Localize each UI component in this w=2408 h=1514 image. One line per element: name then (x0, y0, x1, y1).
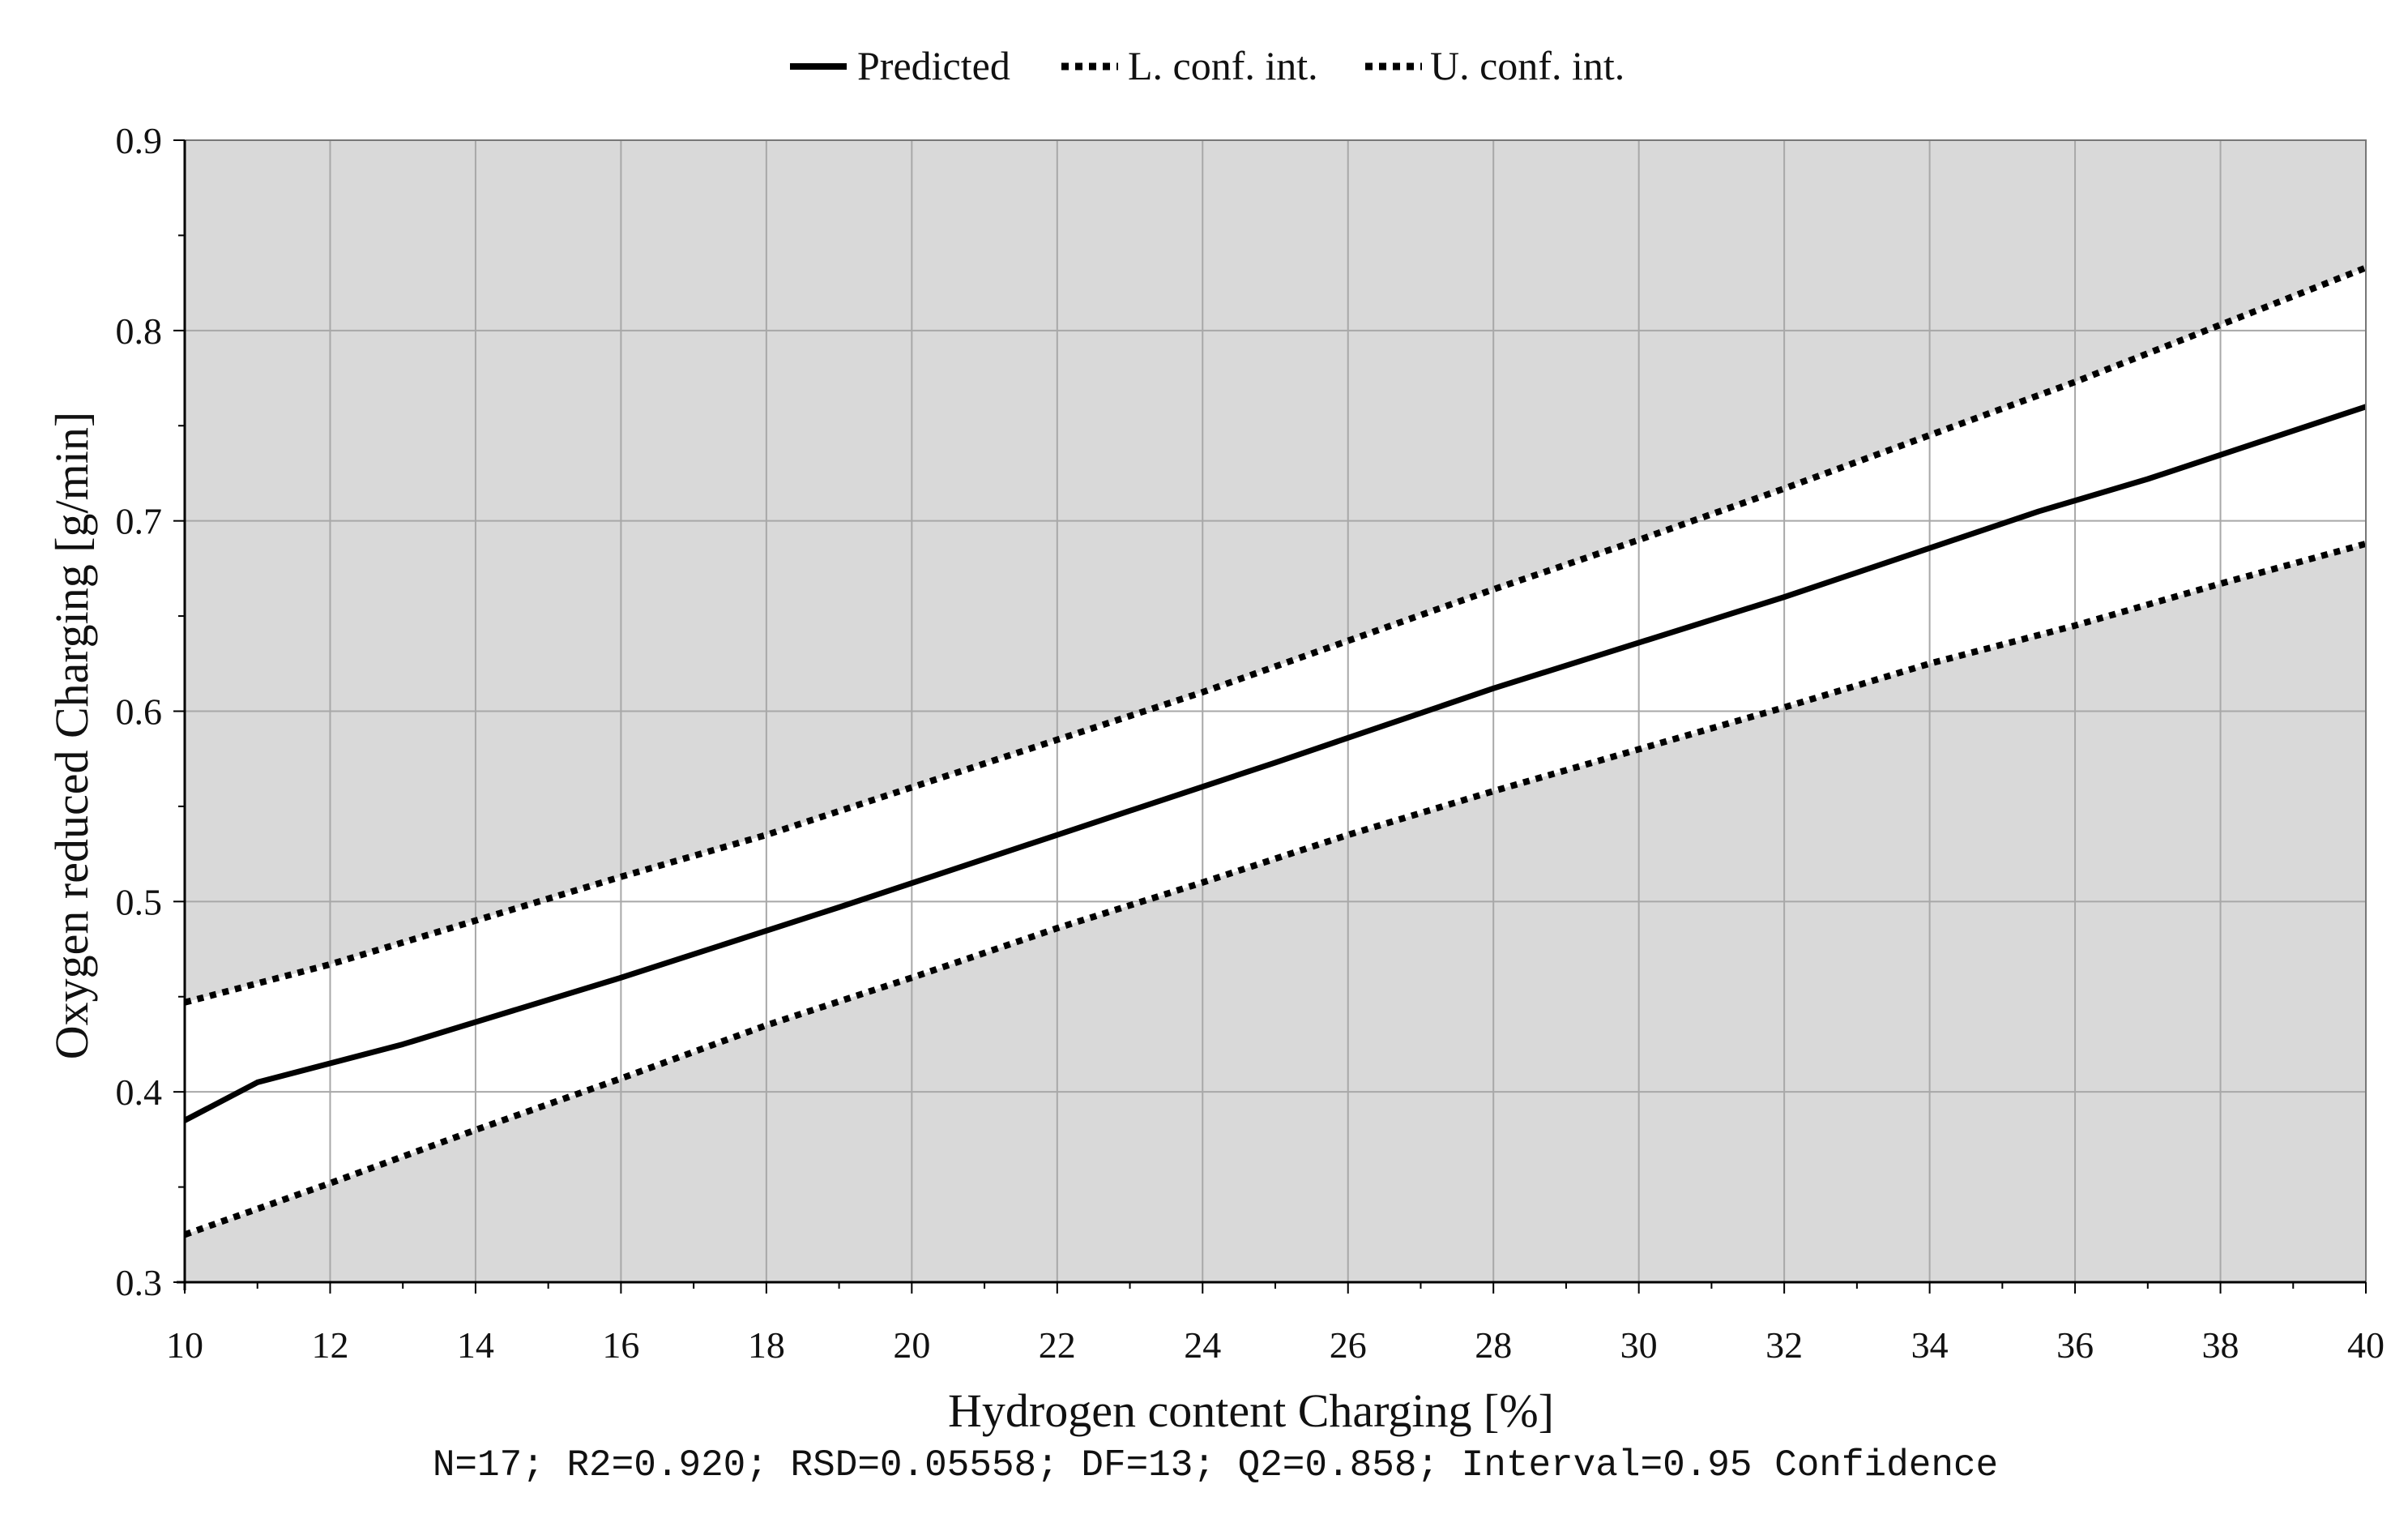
x-tick-label: 10 (166, 1324, 203, 1366)
legend: Predicted L. conf. int. U. conf. int. (790, 43, 1625, 88)
confidence-band (185, 267, 2366, 1235)
x-tick-label: 26 (1330, 1324, 1367, 1366)
tick-labels: 10 12 14 16 18 20 22 24 26 28 30 32 34 36 38 40 0.3 0.4 0.… (116, 120, 2385, 1366)
x-tick-label: 24 (1184, 1324, 1221, 1366)
series-line-1 (183, 540, 2367, 1238)
y-tick-label: 0.4 (116, 1071, 163, 1113)
series-layer (183, 264, 2367, 1238)
x-axis-label: Hydrogen content Charging [%] (948, 1384, 1554, 1437)
x-tick-label: 14 (457, 1324, 494, 1366)
x-tick-label: 22 (1039, 1324, 1076, 1366)
y-tick-label: 0.7 (116, 501, 163, 542)
x-tick-label: 12 (311, 1324, 348, 1366)
y-tick-label: 0.5 (116, 881, 163, 922)
y-tick-label: 0.3 (116, 1262, 163, 1303)
x-tick-label: 20 (893, 1324, 930, 1366)
legend-label-1: L. conf. int. (1128, 43, 1318, 88)
legend-label-2: U. conf. int. (1430, 43, 1625, 88)
x-tick-label: 30 (1620, 1324, 1658, 1366)
x-tick-label: 34 (1911, 1324, 1949, 1366)
x-tick-label: 38 (2202, 1324, 2239, 1366)
series-line-0 (183, 404, 2367, 1123)
x-tick-label: 28 (1475, 1324, 1512, 1366)
y-tick-label: 0.9 (116, 120, 163, 161)
x-tick-label: 16 (602, 1324, 639, 1366)
legend-label-0: Predicted (857, 43, 1010, 88)
model-statistics: N=17; R2=0.920; RSD=0.05558; DF=13; Q2=0… (433, 1444, 1998, 1486)
x-tick-label: 32 (1765, 1324, 1803, 1366)
y-axis-label: Oxygen reduced Charging [g/min] (45, 412, 98, 1059)
y-tick-label: 0.6 (116, 691, 163, 733)
axes (173, 139, 2367, 1294)
series-line-2 (183, 264, 2367, 1006)
y-tick-label: 0.8 (116, 310, 163, 352)
x-tick-label: 40 (2347, 1324, 2385, 1366)
x-tick-label: 18 (748, 1324, 785, 1366)
x-tick-label: 36 (2056, 1324, 2094, 1366)
